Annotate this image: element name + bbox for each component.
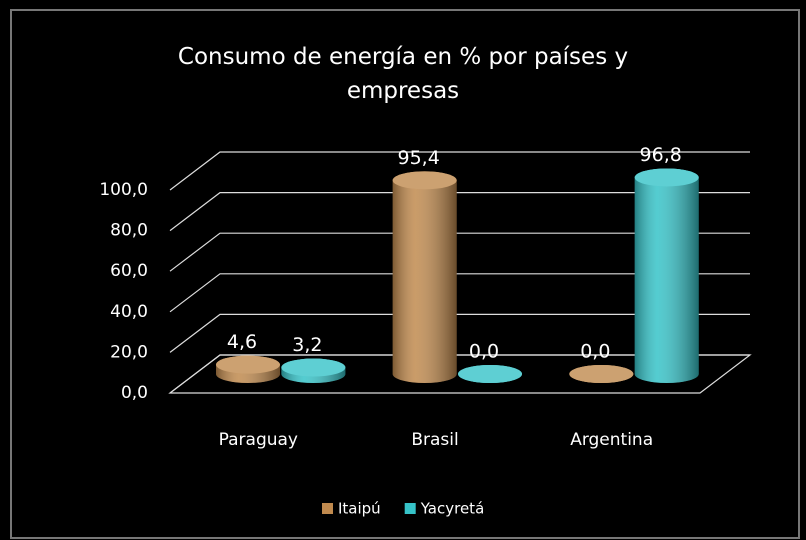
bar-top bbox=[392, 171, 457, 190]
bar-top bbox=[281, 358, 346, 377]
frame bbox=[10, 9, 800, 539]
bar-top bbox=[569, 365, 634, 383]
bar-top-light bbox=[216, 355, 280, 374]
x-tick-label: Paraguay bbox=[219, 430, 298, 450]
grid-line bbox=[169, 232, 750, 272]
y-tick-label: 0,0 bbox=[121, 383, 148, 403]
bar bbox=[458, 365, 523, 383]
grid-line bbox=[169, 354, 750, 394]
bar-top bbox=[634, 168, 699, 187]
legend-label: Yacyretá bbox=[420, 500, 485, 518]
bar-top-light bbox=[392, 171, 457, 190]
chart-title: Consumo de energía en % por países y emp… bbox=[177, 44, 629, 104]
bar bbox=[216, 355, 280, 383]
legend-swatch bbox=[404, 503, 416, 514]
value-label: 0,0 bbox=[580, 341, 610, 363]
y-tick-label: 100,0 bbox=[99, 180, 148, 200]
grid-line bbox=[169, 273, 750, 313]
bar-top-light bbox=[569, 365, 634, 383]
value-label: 0,0 bbox=[469, 341, 499, 363]
bar bbox=[281, 358, 346, 383]
bar-shade bbox=[634, 168, 699, 383]
y-tick-label: 40,0 bbox=[110, 302, 148, 322]
legend-swatch bbox=[322, 503, 333, 514]
bar-shade bbox=[392, 171, 457, 383]
grid-line bbox=[169, 151, 750, 191]
bar-top bbox=[458, 365, 523, 383]
y-tick-label: 60,0 bbox=[110, 261, 148, 281]
value-label: 95,4 bbox=[398, 147, 440, 169]
value-label: 4,6 bbox=[227, 331, 257, 353]
bar bbox=[634, 168, 699, 383]
bar-top-light bbox=[458, 365, 523, 383]
bar bbox=[569, 365, 634, 383]
value-label: 96,8 bbox=[640, 144, 682, 166]
x-tick-label: Argentina bbox=[570, 430, 653, 450]
bar-top-light bbox=[281, 358, 346, 377]
grid-line bbox=[169, 192, 750, 232]
y-tick-label: 80,0 bbox=[110, 221, 148, 241]
grid-line bbox=[169, 313, 750, 353]
x-tick-label: Brasil bbox=[411, 430, 458, 450]
bar bbox=[392, 171, 457, 383]
value-label: 3,2 bbox=[292, 334, 322, 356]
bar-top-light bbox=[634, 168, 699, 187]
bar-top bbox=[216, 355, 280, 374]
y-tick-label: 20,0 bbox=[110, 342, 148, 362]
legend-label: Itaipú bbox=[338, 500, 381, 518]
